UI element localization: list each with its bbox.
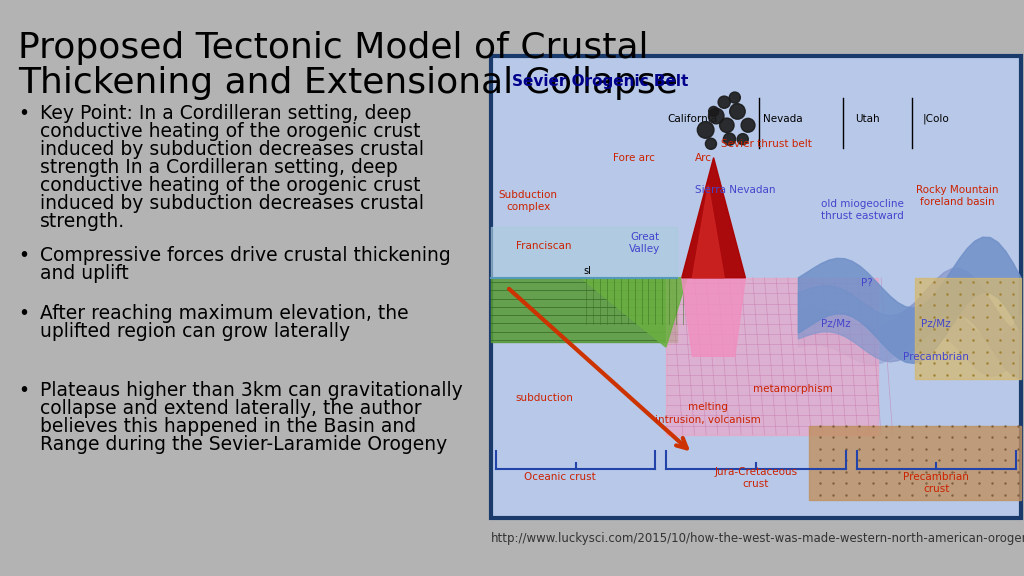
Text: Fore arc: Fore arc bbox=[613, 153, 655, 163]
Text: •: • bbox=[18, 246, 29, 265]
Text: induced by subduction decreases crustal: induced by subduction decreases crustal bbox=[40, 140, 424, 159]
Text: subduction: subduction bbox=[515, 393, 573, 403]
Text: melting
intrusion, volcanism: melting intrusion, volcanism bbox=[655, 403, 761, 425]
Text: Subduction
complex: Subduction complex bbox=[499, 190, 558, 212]
Text: Precambrian
crust: Precambrian crust bbox=[903, 472, 969, 494]
Polygon shape bbox=[682, 278, 745, 357]
Polygon shape bbox=[915, 278, 1021, 380]
Text: Compressive forces drive crustal thickening: Compressive forces drive crustal thicken… bbox=[40, 246, 451, 265]
Text: Rocky Mountain
foreland basin: Rocky Mountain foreland basin bbox=[916, 185, 998, 207]
Text: Arc: Arc bbox=[694, 153, 712, 163]
Polygon shape bbox=[799, 237, 1021, 363]
Text: collapse and extend laterally, the author: collapse and extend laterally, the autho… bbox=[40, 399, 422, 418]
Polygon shape bbox=[809, 426, 1021, 499]
Circle shape bbox=[709, 107, 719, 116]
Text: •: • bbox=[18, 381, 29, 400]
Circle shape bbox=[723, 133, 735, 145]
Text: Range during the Sevier-Laramide Orogeny: Range during the Sevier-Laramide Orogeny bbox=[40, 435, 447, 454]
Circle shape bbox=[718, 96, 730, 108]
Circle shape bbox=[706, 138, 717, 149]
Text: Sevier thrust belt: Sevier thrust belt bbox=[721, 139, 812, 149]
Circle shape bbox=[737, 134, 749, 145]
Circle shape bbox=[709, 108, 724, 124]
Text: Jura-Cretaceous
crust: Jura-Cretaceous crust bbox=[715, 467, 798, 489]
Text: Precambrian: Precambrian bbox=[903, 352, 969, 362]
Text: •: • bbox=[18, 304, 29, 323]
Text: conductive heating of the orogenic crust: conductive heating of the orogenic crust bbox=[40, 176, 421, 195]
Text: strength In a Cordilleran setting, deep: strength In a Cordilleran setting, deep bbox=[40, 158, 397, 177]
Text: |Colo: |Colo bbox=[923, 113, 949, 124]
Text: Oceanic crust: Oceanic crust bbox=[524, 472, 596, 482]
Text: http://www.luckysci.com/2015/10/how-the-west-was-made-western-north-american-oro: http://www.luckysci.com/2015/10/how-the-… bbox=[490, 532, 1024, 545]
Polygon shape bbox=[692, 185, 724, 278]
Text: Proposed Tectonic Model of Crustal: Proposed Tectonic Model of Crustal bbox=[18, 31, 648, 65]
Polygon shape bbox=[799, 296, 1021, 376]
Circle shape bbox=[741, 119, 755, 132]
Polygon shape bbox=[682, 158, 745, 278]
Text: sl: sl bbox=[584, 266, 592, 276]
Circle shape bbox=[729, 92, 740, 103]
Text: Nevada: Nevada bbox=[763, 113, 803, 124]
Polygon shape bbox=[666, 278, 878, 435]
Polygon shape bbox=[490, 227, 677, 278]
Text: old miogeocline
thrust eastward: old miogeocline thrust eastward bbox=[820, 199, 903, 221]
Text: believes this happened in the Basin and: believes this happened in the Basin and bbox=[40, 417, 416, 436]
Text: Sevier Orogenic Belt: Sevier Orogenic Belt bbox=[512, 74, 688, 89]
Polygon shape bbox=[799, 268, 1021, 380]
Polygon shape bbox=[581, 278, 687, 347]
Text: P?: P? bbox=[861, 278, 873, 288]
Text: Pz/Mz: Pz/Mz bbox=[820, 319, 850, 329]
Text: Key Point: In a Cordilleran setting, deep: Key Point: In a Cordilleran setting, dee… bbox=[40, 104, 412, 123]
Text: strength.: strength. bbox=[40, 212, 125, 231]
Text: uplifted region can grow laterally: uplifted region can grow laterally bbox=[40, 322, 350, 341]
Text: Pz/Mz: Pz/Mz bbox=[922, 319, 951, 329]
Circle shape bbox=[697, 122, 714, 138]
Circle shape bbox=[730, 104, 745, 119]
Text: After reaching maximum elevation, the: After reaching maximum elevation, the bbox=[40, 304, 409, 323]
Text: Utah: Utah bbox=[855, 113, 880, 124]
Text: metamorphism: metamorphism bbox=[754, 384, 833, 394]
Text: induced by subduction decreases crustal: induced by subduction decreases crustal bbox=[40, 194, 424, 213]
Text: and uplift: and uplift bbox=[40, 264, 129, 283]
Text: Thickening and Extensional Collapse: Thickening and Extensional Collapse bbox=[18, 66, 678, 100]
Circle shape bbox=[720, 118, 734, 132]
Text: California: California bbox=[668, 113, 718, 124]
Text: •: • bbox=[18, 104, 29, 123]
Polygon shape bbox=[490, 278, 677, 343]
Text: Sierra Nevadan: Sierra Nevadan bbox=[694, 185, 775, 195]
Text: conductive heating of the orogenic crust: conductive heating of the orogenic crust bbox=[40, 122, 421, 141]
Bar bbox=[490, 56, 1021, 518]
Text: Plateaus higher than 3km can gravitationally: Plateaus higher than 3km can gravitation… bbox=[40, 381, 463, 400]
Text: Great
Valley: Great Valley bbox=[629, 232, 660, 253]
Text: Franciscan: Franciscan bbox=[516, 241, 571, 251]
